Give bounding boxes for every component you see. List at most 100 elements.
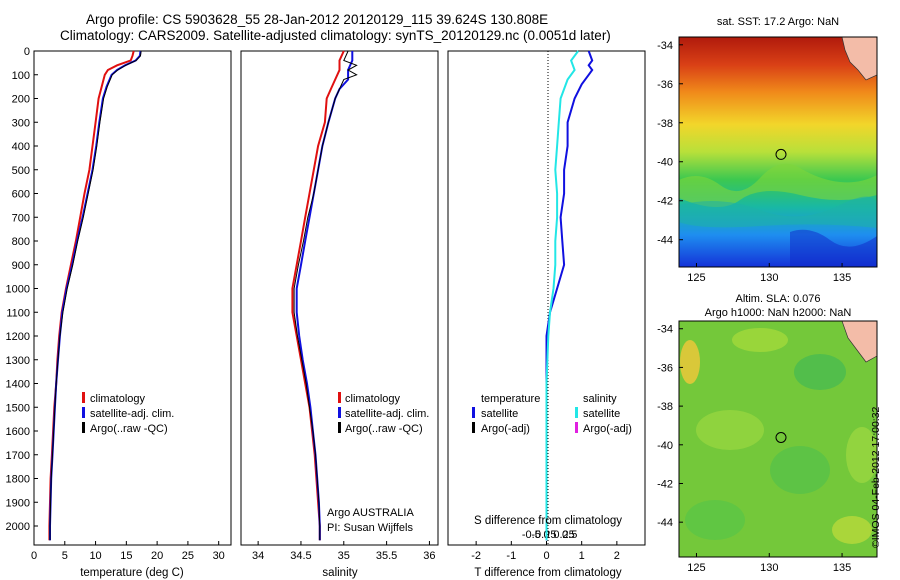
y-tick-label: 1800 (6, 474, 30, 486)
argo-location-marker (775, 432, 787, 443)
legend-item: satellite (481, 408, 518, 420)
x-tick-label: 130 (760, 562, 778, 574)
y-tick-label: -36 (657, 362, 673, 374)
y-tick-label: 100 (12, 70, 30, 82)
x-tick-label-salinity: 0.25 (553, 529, 574, 541)
x-tick-label: 35.5 (376, 550, 397, 562)
annotation-institution: Argo AUSTRALIA (327, 507, 414, 519)
x-tick-label: 0 (31, 550, 37, 562)
y-tick-label: 600 (12, 189, 30, 201)
series-line-argo-raw-qc- (293, 50, 358, 541)
series-line-climatology (291, 50, 345, 541)
y-tick-label: 900 (12, 260, 30, 272)
y-tick-label: 300 (12, 117, 30, 129)
y-tick-label: 0 (24, 46, 30, 58)
y-tick-label: 1700 (6, 450, 30, 462)
salinity-legend: climatology satellite-adj. clim. Argo(..… (327, 392, 429, 534)
title-line-1: Argo profile: CS 5903628_55 28-Jan-2012 … (86, 12, 549, 27)
y-tick-label: 1100 (6, 307, 30, 319)
y-tick-label: 1600 (6, 426, 30, 438)
sla-map: 125 130 135 -34 -36 -38 -40 -42 -44 (657, 320, 878, 574)
y-tick-label: 1300 (6, 355, 30, 367)
x-tick-label: 20 (151, 550, 163, 562)
land-mass (841, 321, 877, 363)
sst-map-title: sat. SST: 17.2 Argo: NaN (717, 16, 839, 28)
x-tick-label-salinity: -0.5 (522, 529, 541, 541)
x-tick-label: 135 (833, 272, 851, 284)
y-tick-label: -38 (657, 401, 673, 413)
x-tick-label: 36 (423, 550, 435, 562)
legend-item: satellite-adj. clim. (90, 408, 174, 420)
y-tick-label: -34 (657, 40, 673, 52)
annotation-pi: PI: Susan Wijffels (327, 522, 413, 534)
difference-xlabel: T difference from climatology (474, 567, 621, 579)
y-tick-label: -34 (657, 324, 673, 336)
x-tick-label: -1 (506, 550, 516, 562)
legend-item: Argo(..raw -QC) (90, 423, 168, 435)
y-tick-label: -44 (657, 235, 673, 247)
temperature-panel: 0100200300400500600700800900100011001200… (6, 46, 232, 562)
x-tick-label: 30 (213, 550, 225, 562)
y-tick-label: 2000 (6, 521, 30, 533)
x-tick-label: 15 (120, 550, 132, 562)
salinity-xlabel: salinity (322, 567, 357, 579)
x-tick-label: 125 (687, 272, 705, 284)
y-tick-label: 800 (12, 236, 30, 248)
x-tick-label: 1 (579, 550, 585, 562)
difference-panel: -2 -1 0 1 2-0.5-0.250 0.250.5 (447, 50, 646, 562)
sla-map-title-2: Argo h1000: NaN h2000: NaN (705, 307, 852, 319)
legend-item: Argo(-adj) (481, 423, 530, 435)
x-tick-label: 34.5 (290, 550, 311, 562)
y-tick-label: -40 (657, 440, 673, 452)
x-tick-label: 10 (89, 550, 101, 562)
legend-item: satellite (583, 408, 620, 420)
x-tick-label: 35 (338, 550, 350, 562)
land-mass (841, 37, 877, 81)
argo-location-marker (775, 148, 787, 160)
x-tick-label: 25 (182, 550, 194, 562)
y-tick-label: -40 (657, 157, 673, 169)
temperature-xlabel: temperature (deg C) (80, 567, 184, 579)
x-tick-label-salinity: -0.25 (531, 529, 556, 541)
temperature-legend: climatology satellite-adj. clim. Argo(..… (82, 392, 174, 435)
legend-item: climatology (345, 393, 401, 405)
series-line-argo-raw-qc- (49, 50, 142, 541)
x-tick-label: 125 (687, 562, 705, 574)
series-line-climatology (48, 50, 135, 541)
legend-item: Argo(..raw -QC) (345, 423, 423, 435)
x-tick-label: -2 (471, 550, 481, 562)
x-tick-label: 130 (760, 272, 778, 284)
legend-title-temperature: temperature (481, 393, 540, 405)
legend-item: climatology (90, 393, 146, 405)
credit-text: ©IMOS 04-Feb-2012 17:00:32 (870, 406, 882, 548)
difference-legend: temperature satellite Argo(-adj) salinit… (472, 393, 632, 435)
y-tick-label: -42 (657, 478, 673, 490)
sla-map-title-1: Altim. SLA: 0.076 (736, 293, 821, 305)
series-line-satellite (545, 50, 580, 541)
x-tick-label-salinity: 0.5 (562, 529, 577, 541)
difference-xlabel-top: S difference from climatology (474, 515, 622, 527)
y-tick-label: -36 (657, 79, 673, 91)
y-tick-label: 1900 (6, 497, 30, 509)
y-tick-label: 700 (12, 212, 30, 224)
legend-item: satellite-adj. clim. (345, 408, 429, 420)
y-tick-label: 500 (12, 165, 30, 177)
legend-title-salinity: salinity (583, 393, 617, 405)
legend-item: Argo(-adj) (583, 423, 632, 435)
y-tick-label: 1200 (6, 331, 30, 343)
salinity-panel: 34 34.5 35 35.5 36 (240, 50, 439, 562)
title-line-2: Climatology: CARS2009. Satellite-adjuste… (60, 28, 611, 43)
y-tick-label: 400 (12, 141, 30, 153)
x-tick-label: 5 (62, 550, 68, 562)
y-tick-label: 1500 (6, 402, 30, 414)
x-tick-label: 135 (833, 562, 851, 574)
x-tick-label: 34 (252, 550, 264, 562)
y-tick-label: 200 (12, 94, 30, 106)
y-tick-label: 1000 (6, 284, 30, 296)
x-tick-label: 2 (614, 550, 620, 562)
y-tick-label: -42 (657, 196, 673, 208)
y-tick-label: 1400 (6, 379, 30, 391)
sst-map: 125 130 135 -34 -36 -38 -40 -42 -44 (657, 36, 878, 284)
y-tick-label: -38 (657, 118, 673, 130)
